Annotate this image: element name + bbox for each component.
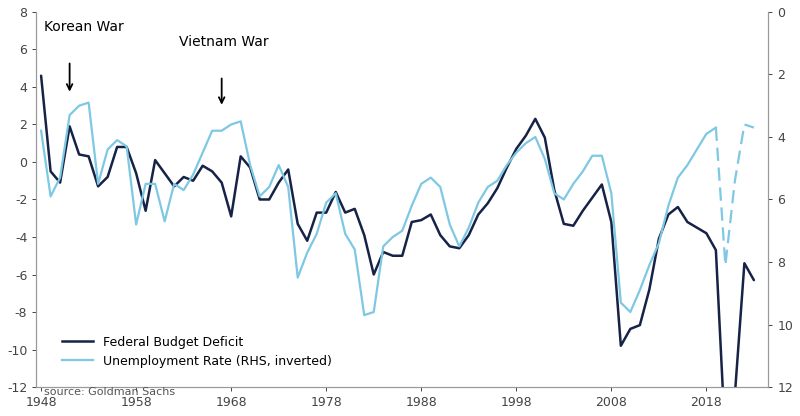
Text: source: Goldman Sachs: source: Goldman Sachs: [44, 386, 174, 396]
Text: Vietnam War: Vietnam War: [179, 35, 269, 49]
Text: Korean War: Korean War: [44, 20, 124, 34]
Legend: Federal Budget Deficit, Unemployment Rate (RHS, inverted): Federal Budget Deficit, Unemployment Rat…: [58, 331, 338, 373]
